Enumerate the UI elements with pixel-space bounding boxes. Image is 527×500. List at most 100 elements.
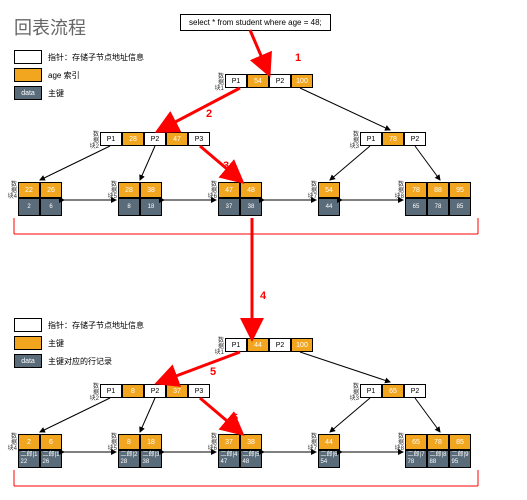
legend-label: 主键 <box>48 88 64 99</box>
legend-swatch: data <box>14 354 42 368</box>
leaf-data-cell: 6 <box>40 198 62 216</box>
node-cell: P2 <box>144 384 166 398</box>
leaf-key-cell: 18 <box>140 434 162 450</box>
block-label: 数据块6 <box>201 434 217 452</box>
btree-leaf: 44二郎|6 54 <box>318 434 340 468</box>
leaf-key-cell: 65 <box>405 434 427 450</box>
node-cell: P2 <box>269 338 291 352</box>
block-label: 数据块4 <box>1 182 17 200</box>
leaf-data-cell: 38 <box>240 198 262 216</box>
legend-bottom: 指针：存储子节点地址信息主键 data 主键对应的行记录 <box>14 318 144 372</box>
node-cell: P1 <box>360 132 382 146</box>
leaf-data-cell: 2 <box>18 198 40 216</box>
node-cell: 44 <box>247 338 269 352</box>
step-number: 1 <box>295 52 301 64</box>
node-cell: 100 <box>291 74 313 88</box>
sql-query-box: select * from student where age = 48; <box>180 14 331 31</box>
step-number: 2 <box>206 108 212 120</box>
node-cell: 100 <box>291 338 313 352</box>
btree-leaf: 657885二郎|7 78二郎|8 88二郎|9 95 <box>405 434 471 468</box>
legend-swatch: data <box>14 86 42 100</box>
leaf-data-cell: 78 <box>427 198 449 216</box>
leaf-key-cell: 78 <box>427 434 449 450</box>
btree-node: P128P247P3 <box>100 132 210 146</box>
node-cell: 65 <box>382 384 404 398</box>
legend-label: 指针：存储子节点地址信息 <box>48 320 144 331</box>
leaf-key-cell: 26 <box>40 182 62 198</box>
leaf-data-cell: 二郎|3 38 <box>140 450 162 468</box>
leaf-data-cell: 37 <box>218 198 240 216</box>
btree-node: P154P2100 <box>225 74 313 88</box>
legend-row: age 索引 <box>14 68 144 82</box>
block-label: 数据块3 <box>343 384 359 402</box>
diagram-title: 回表流程 <box>14 14 86 40</box>
step-number: 4 <box>260 290 266 302</box>
node-cell: P3 <box>188 132 210 146</box>
leaf-data-cell: 18 <box>140 198 162 216</box>
leaf-key-cell: 78 <box>405 182 427 198</box>
leaf-key-cell: 48 <box>240 182 262 198</box>
legend-row: 主键 <box>14 336 144 350</box>
btree-leaf: 818二郎|2 28二郎|3 38 <box>118 434 162 468</box>
leaf-key-cell: 6 <box>40 434 62 450</box>
legend-label: 主键对应的行记录 <box>48 356 112 367</box>
leaf-key-cell: 47 <box>218 182 240 198</box>
block-label: 数据块5 <box>101 434 117 452</box>
leaf-key-cell: 95 <box>449 182 471 198</box>
leaf-data-cell: 二郎|1 22 <box>18 450 40 468</box>
leaf-key-cell: 44 <box>318 434 340 450</box>
node-cell: 8 <box>122 384 144 398</box>
node-cell: P1 <box>100 384 122 398</box>
leaf-key-cell: 8 <box>118 434 140 450</box>
btree-node: P18P237P3 <box>100 384 210 398</box>
leaf-data-cell: 二郎|6 54 <box>318 450 340 468</box>
leaf-data-cell: 44 <box>318 198 340 216</box>
node-cell: P1 <box>360 384 382 398</box>
leaf-key-cell: 22 <box>18 182 40 198</box>
node-cell: P2 <box>404 384 426 398</box>
step-number: 3 <box>223 160 229 172</box>
leaf-key-cell: 38 <box>140 182 162 198</box>
block-label: 数据块5 <box>101 182 117 200</box>
leaf-data-cell: 二郎|4 47 <box>218 450 240 468</box>
btree-leaf: 788895657885 <box>405 182 471 216</box>
leaf-key-cell: 54 <box>318 182 340 198</box>
legend-label: 指针：存储子节点地址信息 <box>48 52 144 63</box>
legend-row: 指针：存储子节点地址信息 <box>14 318 144 332</box>
step-number: 5 <box>210 366 216 378</box>
leaf-data-cell: 二郎|1 26 <box>40 450 62 468</box>
leaf-key-cell: 88 <box>427 182 449 198</box>
block-label: 数据块7 <box>301 434 317 452</box>
btree-node: P178P2 <box>360 132 426 146</box>
node-cell: 47 <box>166 132 188 146</box>
btree-leaf: 222626 <box>18 182 62 216</box>
btree-node: P165P2 <box>360 384 426 398</box>
block-label: 数据块1 <box>208 74 224 92</box>
block-label: 数据块1 <box>208 338 224 356</box>
step-number: 6 <box>232 412 238 424</box>
leaf-key-cell: 38 <box>240 434 262 450</box>
leaf-data-cell: 8 <box>118 198 140 216</box>
node-cell: 37 <box>166 384 188 398</box>
block-label: 数据块6 <box>201 182 217 200</box>
legend-label: age 索引 <box>48 70 80 81</box>
legend-row: data 主键 <box>14 86 144 100</box>
legend-row: data 主键对应的行记录 <box>14 354 144 368</box>
legend-swatch <box>14 68 42 82</box>
btree-leaf: 3738二郎|4 47二郎|5 48 <box>218 434 262 468</box>
leaf-data-cell: 二郎|9 95 <box>449 450 471 468</box>
node-cell: P1 <box>225 74 247 88</box>
btree-leaf: 5444 <box>318 182 340 216</box>
node-cell: P1 <box>100 132 122 146</box>
btree-leaf: 2838818 <box>118 182 162 216</box>
leaf-key-cell: 37 <box>218 434 240 450</box>
leaf-data-cell: 二郎|8 88 <box>427 450 449 468</box>
leaf-data-cell: 二郎|7 78 <box>405 450 427 468</box>
legend-swatch <box>14 318 42 332</box>
btree-leaf: 47483738 <box>218 182 262 216</box>
legend-swatch <box>14 336 42 350</box>
node-cell: 28 <box>122 132 144 146</box>
leaf-data-cell: 65 <box>405 198 427 216</box>
node-cell: P2 <box>144 132 166 146</box>
leaf-data-cell: 85 <box>449 198 471 216</box>
